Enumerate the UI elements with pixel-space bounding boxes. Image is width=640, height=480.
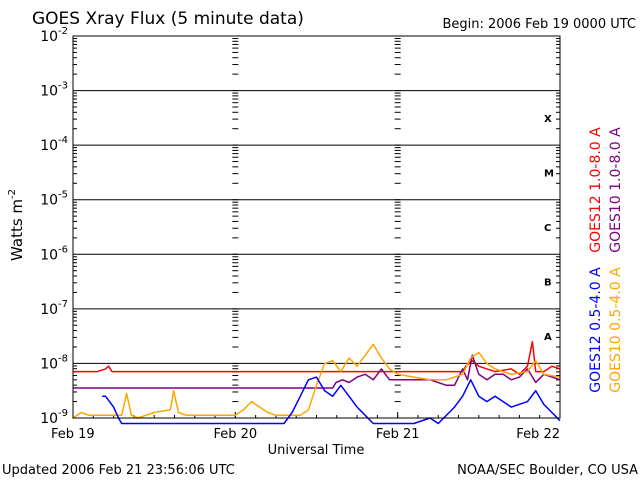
credit-label: NOAA/SEC Boulder, CO USA bbox=[457, 463, 638, 478]
updated-label: Updated 2006 Feb 21 23:56:06 UTC bbox=[2, 463, 235, 478]
legend-entry: GOES10 0.5-4.0 A bbox=[608, 267, 624, 393]
x-tick-label: Feb 22 bbox=[516, 427, 560, 442]
series-line bbox=[72, 343, 561, 419]
y-tick-label: 10-6 bbox=[40, 244, 68, 263]
y-tick-label: 10-4 bbox=[40, 135, 68, 154]
legend-label: GOES12 1.0-8.0 A bbox=[588, 127, 604, 253]
x-axis-label: Universal Time bbox=[268, 443, 365, 458]
x-tick-label: Feb 20 bbox=[213, 427, 257, 442]
y-axis-ticks: 10-2 10-3 10-4 10-5 10-6 10-7 10-8 10-9 bbox=[40, 26, 68, 427]
y-tick-label: 10-3 bbox=[40, 81, 68, 100]
legend-label: GOES10 1.0-8.0 A bbox=[608, 127, 624, 253]
y-tick-label: 10-8 bbox=[40, 353, 68, 372]
y-tick-label: 10-7 bbox=[40, 299, 68, 318]
flare-class-label: X bbox=[544, 114, 552, 125]
legend-label: GOES12 0.5-4.0 A bbox=[588, 267, 604, 393]
flare-class-labels: X M C B A bbox=[544, 114, 554, 343]
x-axis-ticks: Feb 19 Feb 20 Feb 21 Feb 22 bbox=[51, 412, 561, 442]
plot-grid bbox=[73, 37, 560, 419]
begin-label: Begin: 2006 Feb 19 0000 UTC bbox=[442, 17, 636, 32]
flare-class-label: B bbox=[544, 278, 552, 289]
flare-class-label: A bbox=[544, 332, 552, 343]
y-tick-label: 10-9 bbox=[40, 408, 68, 427]
flare-class-label: C bbox=[544, 223, 551, 234]
x-tick-label: Feb 19 bbox=[51, 427, 95, 442]
y-axis-label: Watts m-2 bbox=[7, 189, 26, 261]
plot-frame bbox=[72, 35, 561, 419]
y-tick-label: 10-2 bbox=[40, 26, 68, 45]
data-series bbox=[72, 340, 561, 425]
series-line bbox=[73, 340, 561, 376]
flare-class-label: M bbox=[544, 168, 554, 179]
legend-entry: GOES12 1.0-8.0 A bbox=[588, 127, 604, 253]
y-axis-label-text: Watts m bbox=[8, 199, 26, 261]
legend-entry: GOES10 1.0-8.0 A bbox=[608, 127, 624, 253]
legend-label: GOES10 0.5-4.0 A bbox=[608, 267, 624, 393]
y-tick-label: 10-5 bbox=[40, 190, 68, 209]
x-tick-label: Feb 21 bbox=[376, 427, 420, 442]
y-axis-label-exponent: -2 bbox=[7, 189, 18, 199]
chart-title: GOES Xray Flux (5 minute data) bbox=[32, 9, 304, 29]
series-line bbox=[73, 354, 561, 389]
svg-text:Watts m-2: Watts m-2 bbox=[7, 189, 26, 261]
series-line bbox=[102, 376, 561, 425]
legend-entry: GOES12 0.5-4.0 A bbox=[588, 267, 604, 393]
